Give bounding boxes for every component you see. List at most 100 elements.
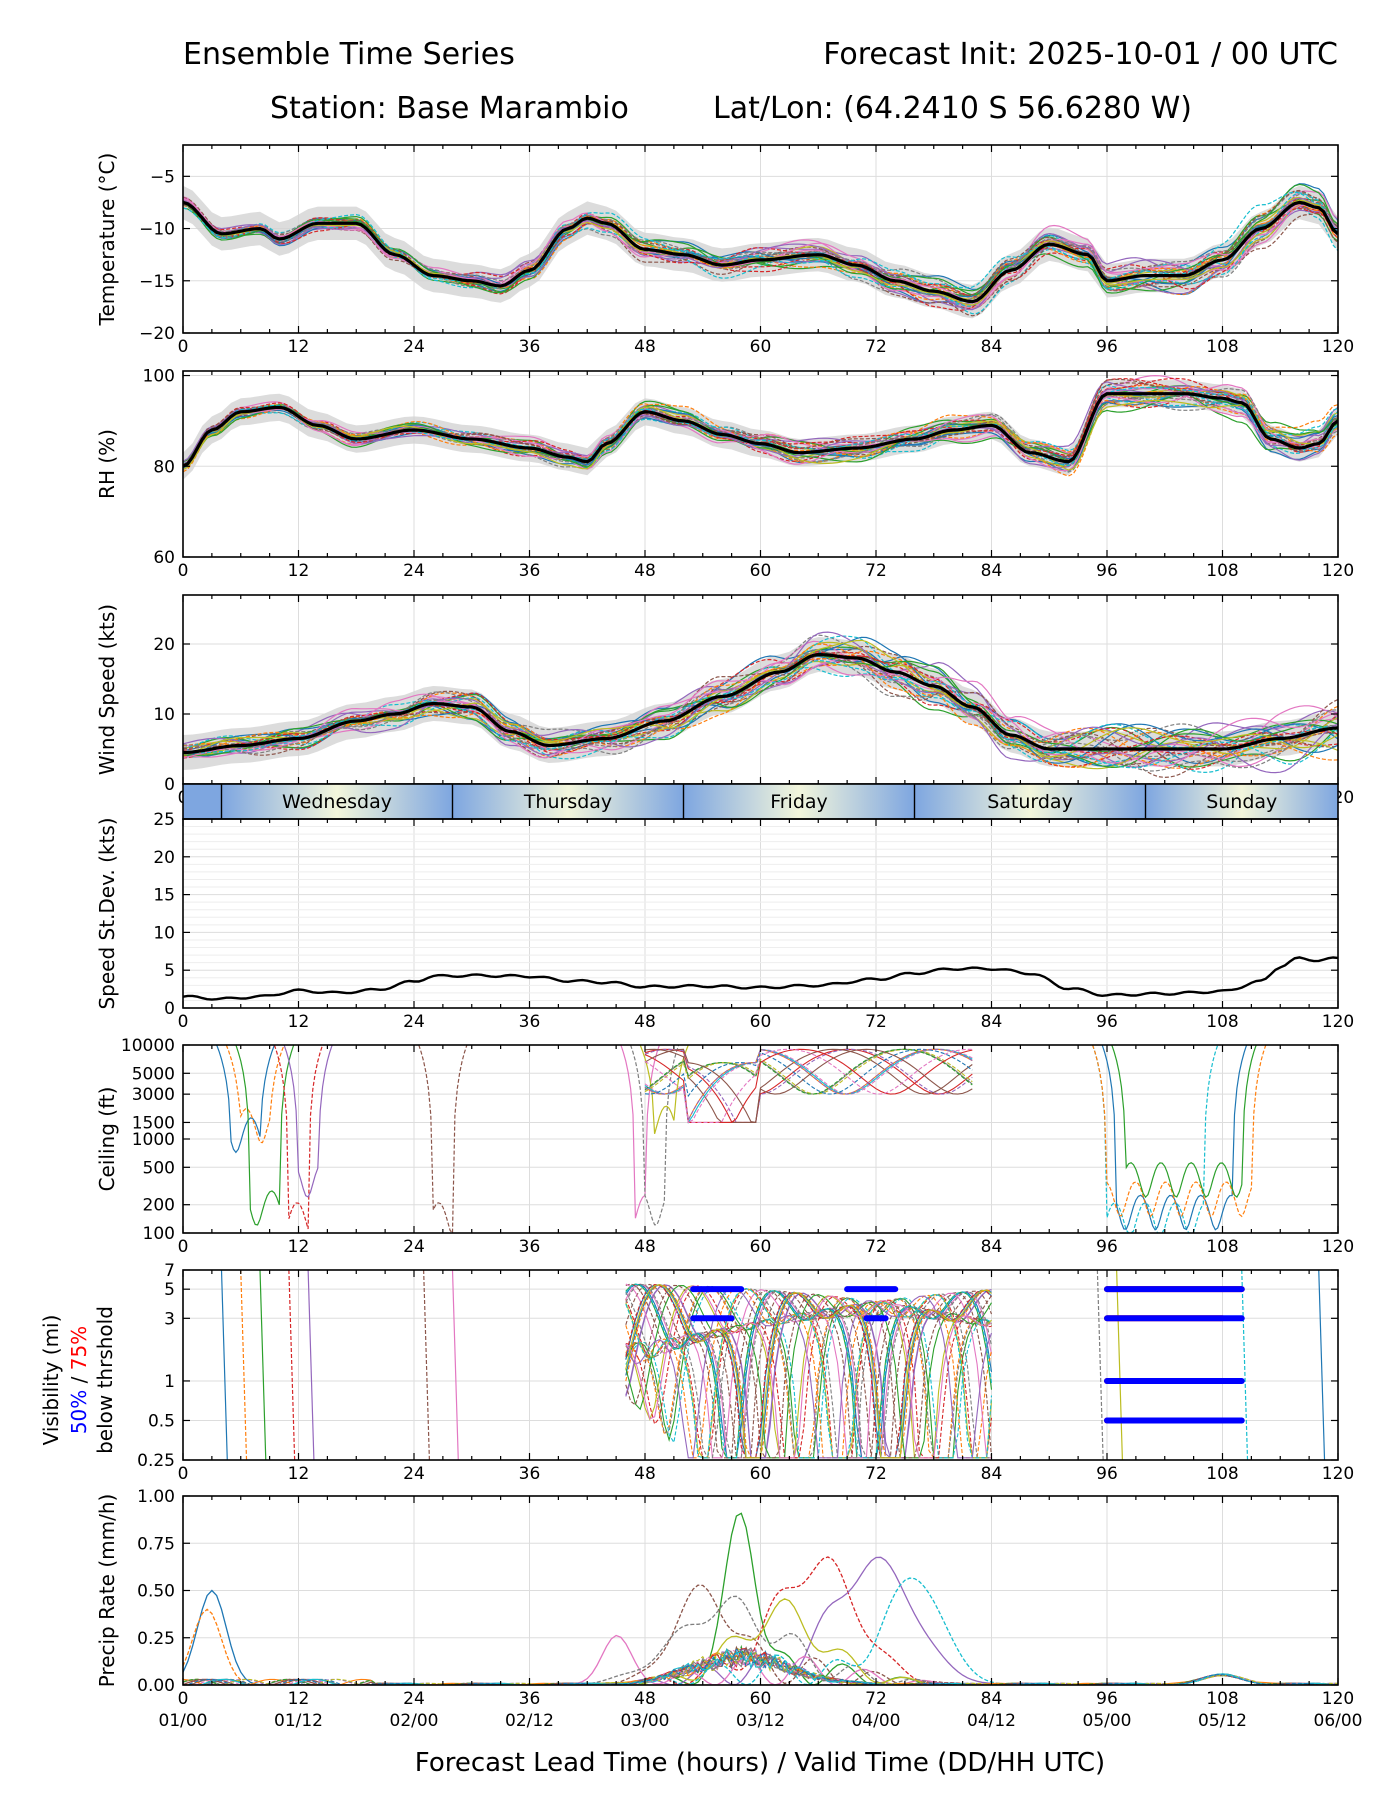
y-tick-label: 0.50 (137, 1582, 175, 1602)
y-tick-label: 10 (153, 705, 175, 725)
ceiling-member-line (644, 1048, 973, 1123)
day-segment (1145, 784, 1338, 819)
x-tick-label: 60 (750, 1012, 772, 1032)
y-tick-label: 1.00 (137, 1487, 175, 1507)
ceiling-member-line (644, 1048, 973, 1123)
ceiling-member-line (418, 1045, 468, 1233)
x-tick-label: 72 (865, 1689, 887, 1709)
precip-member-line (183, 1648, 1338, 1685)
x-tick-label: 72 (865, 1237, 887, 1257)
vis-75-label: 75% (67, 1326, 91, 1370)
x-tick-label: 36 (519, 1237, 541, 1257)
x-tick-label: 48 (634, 337, 656, 357)
vis-sep-label: / (67, 1370, 91, 1389)
vis-member-line (625, 1284, 992, 1459)
day-band: Wednesday Thursday Friday Saturday Sunday (182, 783, 1339, 820)
vis-member-line (625, 1284, 992, 1459)
x-tick-label: 72 (865, 337, 887, 357)
day-label: Sunday (1206, 791, 1277, 813)
vis-member-line (288, 1270, 296, 1460)
precip-plot-area (183, 1512, 1338, 1685)
wind-spread-band (183, 637, 1338, 770)
x-tick-label: 60 (750, 1464, 772, 1484)
title-right: Forecast Init: 2025-10-01 / 00 UTC (823, 37, 1338, 72)
ceiling-ylabel: Ceiling (ft) (95, 1087, 119, 1192)
ceiling-member-line (639, 1045, 689, 1134)
valid-time-label: 03/12 (736, 1711, 785, 1731)
x-tick-label: 48 (634, 1689, 656, 1709)
x-tick-label: 12 (288, 337, 310, 357)
visibility-ylabel-pct: 50% / 75% (67, 1326, 91, 1434)
x-tick-label: 24 (403, 337, 425, 357)
valid-time-label: 04/12 (967, 1711, 1016, 1731)
rh-member-line (183, 378, 1338, 467)
x-tick-label: 120 (1322, 1689, 1354, 1709)
vis-member-line (625, 1288, 993, 1459)
ceiling-member-line (1092, 1045, 1219, 1233)
temp-plot-area (183, 183, 1338, 319)
x-tick-label: 48 (634, 561, 656, 581)
vis-member-line (625, 1287, 993, 1459)
y-tick-label: 0 (164, 999, 175, 1019)
x-tick-label: 12 (288, 1689, 310, 1709)
x-tick-label: 84 (981, 1464, 1003, 1484)
vis-member-line (307, 1270, 315, 1460)
day-segment (183, 784, 222, 819)
ceiling-member-line (1101, 1045, 1248, 1231)
y-tick-label: 1500 (132, 1113, 175, 1133)
y-tick-label: −20 (139, 324, 175, 344)
x-tick-label: 108 (1206, 1689, 1238, 1709)
speed-stdev-panel: 0 12 24 36 48 60 72 84 96 108 120 0 5 10 15 20 25 Speed S… (95, 810, 1354, 1032)
x-tick-label: 120 (1322, 1237, 1354, 1257)
x-tick-label: 24 (403, 1237, 425, 1257)
x-tick-label: 84 (981, 1237, 1003, 1257)
valid-time-label: 01/12 (274, 1711, 323, 1731)
ceiling-member-line (644, 1048, 973, 1095)
x-tick-label: 60 (750, 1689, 772, 1709)
vis-member-line (240, 1270, 248, 1460)
y-tick-label: 3 (164, 1309, 175, 1329)
x-tick-label: 84 (981, 337, 1003, 357)
ceiling-member-line (644, 1048, 973, 1095)
x-tick-label: 96 (1096, 1464, 1118, 1484)
x-tick-label: 120 (1322, 561, 1354, 581)
x-tick-label: 0 (178, 1012, 189, 1032)
x-tick-label: 48 (634, 1012, 656, 1032)
precip-member-line (183, 1634, 1338, 1685)
vis-member-line (625, 1284, 992, 1459)
day-segment (452, 784, 684, 819)
rh-plot-area (183, 374, 1338, 480)
x-tick-label: 36 (519, 1012, 541, 1032)
valid-time-label: 04/00 (852, 1711, 901, 1731)
ceiling-member-line (216, 1045, 275, 1154)
y-tick-label: 0.00 (137, 1676, 175, 1696)
y-tick-label: 0.75 (137, 1534, 175, 1554)
wind-ylabel: Wind Speed (kts) (95, 604, 119, 775)
vis-member-line (625, 1283, 993, 1459)
ceiling-member-line (644, 1048, 973, 1124)
vis-member-line (1318, 1270, 1326, 1460)
visibility-ylabel: Visibility (mi) (39, 1315, 63, 1446)
day-segment (221, 784, 453, 819)
temp-member-line (183, 183, 1338, 296)
station-name: Station: Base Marambio (270, 91, 629, 126)
day-label: Thursday (523, 791, 612, 813)
visibility-ylabel-line1: Visibility (mi) (39, 1315, 63, 1446)
y-tick-label: 10 (153, 923, 175, 943)
wind-mean-line (183, 652, 1338, 755)
x-tick-label: 36 (519, 337, 541, 357)
ceiling-member-line (644, 1048, 973, 1123)
y-tick-label: −15 (139, 272, 175, 292)
x-tick-label: 120 (1322, 1012, 1354, 1032)
visibility-ylabel-line3: below thrshold (93, 1306, 117, 1454)
y-tick-label: 25 (153, 810, 175, 830)
station-latlon: Lat/Lon: (64.2410 S 56.6280 W) (713, 91, 1192, 126)
vis-member-line (625, 1288, 992, 1459)
y-tick-label: −5 (150, 167, 175, 187)
vis-member-line (625, 1285, 992, 1459)
vis-member-line (625, 1285, 992, 1459)
x-tick-label: 84 (981, 1689, 1003, 1709)
day-segment (683, 784, 915, 819)
